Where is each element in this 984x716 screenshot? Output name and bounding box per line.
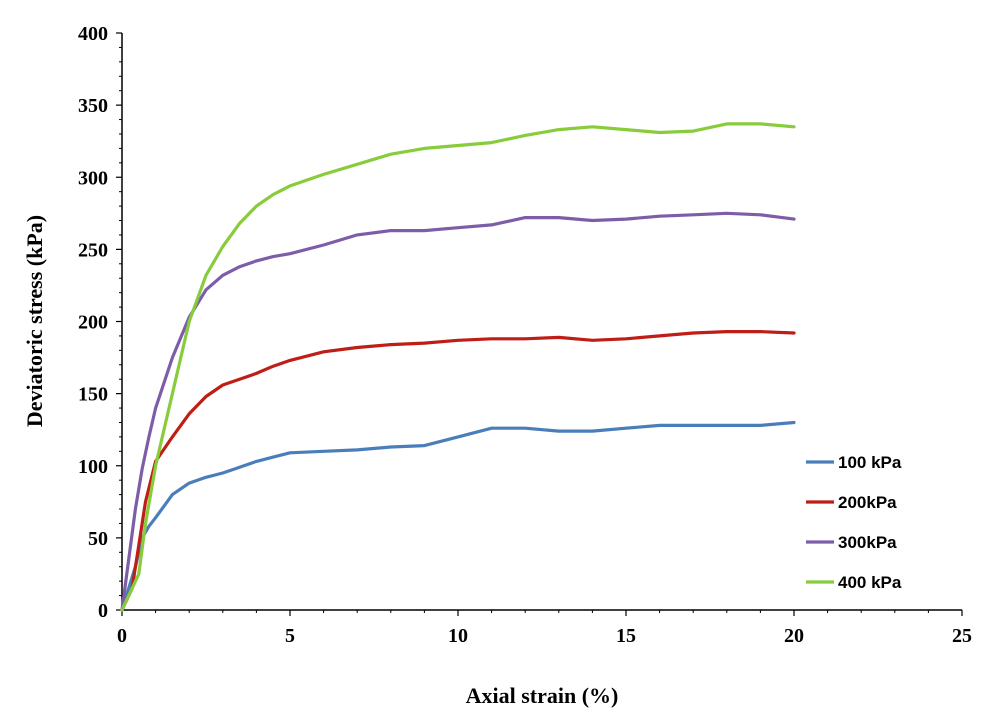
- chart-axes: [121, 33, 962, 611]
- legend-label: 400 kPa: [838, 573, 902, 592]
- y-tick-label: 400: [78, 23, 108, 45]
- y-axis-title: Deviatoric stress (kPa): [22, 215, 47, 427]
- x-tick-label: 20: [784, 625, 804, 647]
- x-tick-label: 0: [117, 625, 127, 647]
- y-tick-label: 100: [78, 456, 108, 478]
- y-tick-label: 200: [78, 312, 108, 334]
- y-tick-label: 300: [78, 167, 108, 189]
- legend-label: 200kPa: [838, 493, 897, 512]
- series-line-3: [120, 211, 796, 612]
- series-line-4: [120, 122, 796, 612]
- series-line-2: [120, 330, 796, 612]
- legend-label: 100 kPa: [838, 453, 902, 472]
- x-tick-label: 5: [285, 625, 295, 647]
- x-tick-label: 15: [616, 625, 636, 647]
- y-tick-label: 350: [78, 95, 108, 117]
- chart-series-lines: [120, 122, 796, 612]
- y-tick-label: 50: [88, 528, 108, 550]
- legend-label: 300kPa: [838, 533, 897, 552]
- chart-legend: 100 kPa 200kPa 300kPa 400 kPa: [806, 453, 902, 592]
- x-tick-label: 25: [952, 625, 972, 647]
- x-tick-label: 10: [448, 625, 468, 647]
- y-tick-label: 0: [98, 600, 108, 622]
- y-tick-label: 150: [78, 384, 108, 406]
- x-axis-title: Axial strain (%): [466, 683, 619, 708]
- chart-ticks: 0 50 100 150 200 250 300 350 400 0 5 10 15 20 25: [78, 23, 972, 647]
- series-line-1: [120, 420, 796, 612]
- y-tick-label: 250: [78, 239, 108, 261]
